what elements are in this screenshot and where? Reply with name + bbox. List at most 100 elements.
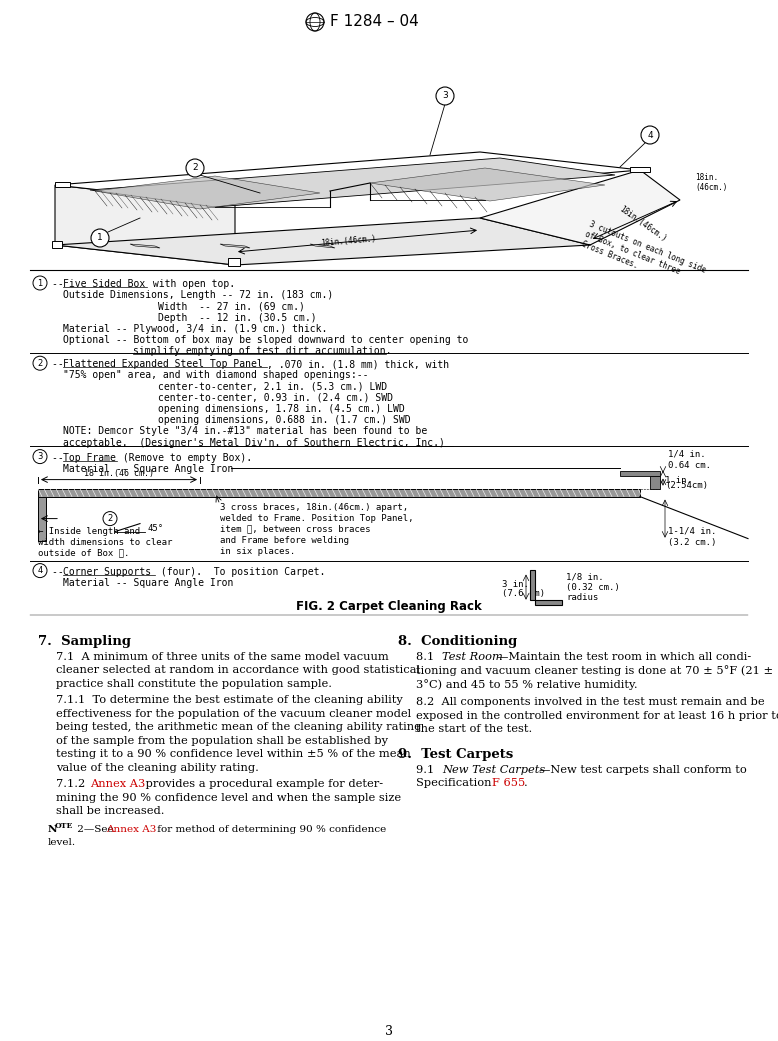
Text: Material -- Square Angle Iron: Material -- Square Angle Iron (63, 464, 233, 474)
Text: —Maintain the test room in which all condi-: —Maintain the test room in which all con… (497, 652, 752, 662)
Text: 2: 2 (192, 163, 198, 173)
Text: width dimensions to clear: width dimensions to clear (38, 537, 173, 547)
Text: NOTE: Demcor Style "3/4 in.-#13" material has been found to be: NOTE: Demcor Style "3/4 in.-#13" materia… (63, 427, 427, 436)
Circle shape (91, 229, 109, 247)
Text: value of the cleaning ability rating.: value of the cleaning ability rating. (56, 763, 259, 772)
Text: 45°: 45° (148, 524, 164, 533)
Polygon shape (530, 569, 562, 605)
Text: radius: radius (566, 592, 598, 602)
Text: effectiveness for the population of the vacuum cleaner model: effectiveness for the population of the … (56, 709, 411, 718)
Text: opening dimensions, 0.688 in. (1.7 cm.) SWD: opening dimensions, 0.688 in. (1.7 cm.) … (158, 415, 411, 425)
Text: 7.1.1  To determine the best estimate of the cleaning ability: 7.1.1 To determine the best estimate of … (56, 695, 403, 706)
Polygon shape (650, 476, 660, 488)
Text: --: -- (52, 566, 69, 577)
Text: Material -- Plywood, 3/4 in. (1.9 cm.) thick.: Material -- Plywood, 3/4 in. (1.9 cm.) t… (63, 324, 328, 334)
Text: Depth  -- 12 in. (30.5 cm.): Depth -- 12 in. (30.5 cm.) (158, 312, 317, 323)
Polygon shape (55, 152, 640, 205)
Text: (46cm.): (46cm.) (695, 183, 727, 192)
Text: testing it to a 90 % confidence level within ±5 % of the mean: testing it to a 90 % confidence level wi… (56, 750, 411, 759)
Polygon shape (370, 168, 605, 201)
Text: --: -- (52, 359, 69, 370)
Circle shape (306, 12, 324, 31)
Text: 18in.: 18in. (695, 173, 718, 182)
Text: 4: 4 (37, 566, 43, 575)
Circle shape (33, 276, 47, 290)
Text: the start of the test.: the start of the test. (416, 725, 532, 734)
Text: 2: 2 (107, 514, 113, 523)
Polygon shape (55, 185, 235, 265)
Text: New Test Carpets: New Test Carpets (442, 765, 545, 775)
Text: (0.32 cm.): (0.32 cm.) (566, 583, 620, 591)
Text: welded to Frame. Position Top Panel,: welded to Frame. Position Top Panel, (220, 513, 413, 523)
Text: (four).  To position Carpet.: (four). To position Carpet. (155, 566, 325, 577)
Polygon shape (228, 258, 240, 266)
Polygon shape (480, 170, 680, 245)
Text: 1: 1 (37, 279, 43, 287)
Text: Material -- Square Angle Iron: Material -- Square Angle Iron (63, 578, 233, 588)
Text: in six places.: in six places. (220, 547, 295, 556)
Text: 1 in.: 1 in. (665, 476, 692, 485)
Text: Corner Supports: Corner Supports (63, 566, 151, 577)
Text: practice shall constitute the population sample.: practice shall constitute the population… (56, 679, 332, 689)
Circle shape (436, 87, 454, 105)
Text: ← Inside length and: ← Inside length and (38, 527, 140, 536)
Text: Five Sided Box: Five Sided Box (63, 279, 145, 289)
Polygon shape (620, 471, 660, 476)
Text: --: -- (52, 453, 69, 462)
Text: exposed in the controlled environment for at least 16 h prior to: exposed in the controlled environment fo… (416, 711, 778, 720)
Text: for method of determining 90 % confidence: for method of determining 90 % confidenc… (154, 824, 386, 834)
Text: 0.64 cm.: 0.64 cm. (668, 460, 711, 469)
Text: 1/4 in.: 1/4 in. (668, 450, 706, 459)
Text: shall be increased.: shall be increased. (56, 807, 164, 816)
Text: opening dimensions, 1.78 in. (4.5 cm.) LWD: opening dimensions, 1.78 in. (4.5 cm.) L… (158, 404, 405, 414)
Polygon shape (130, 244, 160, 248)
Text: outside of Box ①.: outside of Box ①. (38, 549, 129, 558)
Polygon shape (630, 167, 650, 172)
Text: Top Frame: Top Frame (63, 453, 116, 462)
Text: 7.1.2: 7.1.2 (56, 780, 93, 789)
Text: tioning and vacuum cleaner testing is done at 70 ± 5°F (21 ±: tioning and vacuum cleaner testing is do… (416, 665, 773, 677)
Text: mining the 90 % confidence level and when the sample size: mining the 90 % confidence level and whe… (56, 793, 401, 803)
Text: Specification: Specification (416, 779, 495, 788)
Text: Outside Dimensions, Length -- 72 in. (183 cm.): Outside Dimensions, Length -- 72 in. (18… (63, 290, 333, 300)
Text: Width  -- 27 in. (69 cm.): Width -- 27 in. (69 cm.) (158, 302, 305, 311)
Polygon shape (310, 244, 335, 248)
Text: Annex A3: Annex A3 (90, 780, 145, 789)
Text: level.: level. (48, 838, 76, 846)
Text: F 655: F 655 (492, 779, 525, 788)
Text: --: -- (52, 279, 69, 289)
Polygon shape (38, 497, 46, 540)
Circle shape (186, 159, 204, 177)
Text: Test Room: Test Room (442, 652, 503, 662)
Text: 9.1: 9.1 (416, 765, 441, 775)
Text: (2.54cm): (2.54cm) (665, 481, 708, 490)
Text: "75% open" area, and with diamond shaped openings:--: "75% open" area, and with diamond shaped… (63, 371, 369, 380)
Text: 18in.(46cm.): 18in.(46cm.) (320, 234, 376, 248)
Text: 1/8 in.: 1/8 in. (566, 573, 604, 582)
Circle shape (33, 450, 47, 463)
Text: of the sample from the population shall be established by: of the sample from the population shall … (56, 736, 388, 745)
Text: Optional -- Bottom of box may be sloped downward to center opening to: Optional -- Bottom of box may be sloped … (63, 335, 468, 345)
Text: —New test carpets shall conform to: —New test carpets shall conform to (539, 765, 747, 775)
Text: 8.2  All components involved in the test must remain and be: 8.2 All components involved in the test … (416, 697, 765, 707)
Text: FIG. 2 Carpet Cleaning Rack: FIG. 2 Carpet Cleaning Rack (296, 600, 482, 613)
Polygon shape (90, 158, 615, 207)
Text: with open top.: with open top. (147, 279, 235, 289)
Text: 8.  Conditioning: 8. Conditioning (398, 635, 517, 648)
Text: and Frame before welding: and Frame before welding (220, 536, 349, 544)
Polygon shape (52, 242, 62, 248)
Text: , .070 in. (1.8 mm) thick, with: , .070 in. (1.8 mm) thick, with (267, 359, 449, 370)
Text: 18 in.(46 cm.): 18 in.(46 cm.) (84, 468, 154, 478)
Text: OTE: OTE (55, 821, 73, 830)
Text: 7.  Sampling: 7. Sampling (38, 635, 131, 648)
Circle shape (33, 356, 47, 371)
Text: Annex A3: Annex A3 (106, 824, 156, 834)
Text: 3 cross braces, 18in.(46cm.) apart,: 3 cross braces, 18in.(46cm.) apart, (220, 503, 408, 511)
Text: 3: 3 (385, 1025, 393, 1038)
Text: (Remove to empty Box).: (Remove to empty Box). (117, 453, 252, 462)
Text: acceptable.  (Designer's Metal Div'n. of Southern Electric, Inc.): acceptable. (Designer's Metal Div'n. of … (63, 437, 445, 448)
Text: cleaner selected at random in accordance with good statistical: cleaner selected at random in accordance… (56, 665, 420, 676)
Text: item ②, between cross braces: item ②, between cross braces (220, 525, 370, 534)
Text: 1: 1 (97, 233, 103, 243)
Text: 3: 3 (37, 452, 43, 461)
